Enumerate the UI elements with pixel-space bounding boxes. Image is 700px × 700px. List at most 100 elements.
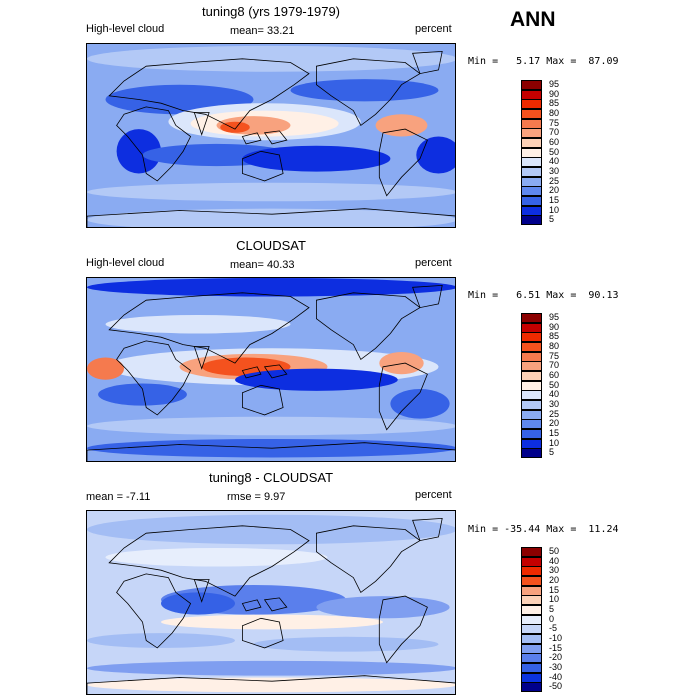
colorbar-label: 85 [549, 98, 560, 109]
panel3-mean-label: mean = -7.11 [86, 491, 151, 503]
panel2-mean-label: mean= 40.33 [230, 259, 295, 271]
colorbar-label: 50 [549, 146, 560, 157]
colorbar-swatch [521, 361, 542, 372]
colorbar-swatch [521, 400, 542, 411]
panel3-title: tuning8 - CLOUDSAT [208, 470, 334, 485]
coastline [193, 346, 210, 370]
colorbar-label: 5 [549, 447, 555, 458]
coastline [315, 525, 421, 594]
colorbar-swatch [521, 556, 542, 567]
colorbar-swatch [521, 614, 542, 625]
colorbar-label: 10 [549, 204, 560, 215]
colorbar-swatch [521, 643, 542, 654]
coastline [241, 132, 262, 145]
colorbar-label: 25 [549, 408, 560, 419]
panel2-variable-label: High-level cloud [86, 257, 165, 269]
panel3-map [86, 510, 456, 695]
colorbar-label: 20 [549, 418, 560, 429]
colorbar-label: 70 [549, 360, 560, 371]
coastline [412, 50, 443, 75]
colorbar-swatch [521, 176, 542, 187]
coastline [378, 595, 428, 664]
coastline [116, 573, 192, 649]
colorbar-swatch [521, 128, 542, 139]
colorbar-swatch [521, 351, 542, 362]
colorbar-label: 60 [549, 369, 560, 380]
season-label: ANN [510, 8, 556, 31]
colorbar-label: -50 [549, 681, 563, 692]
colorbar-swatch [521, 595, 542, 606]
colorbar-label: 5 [549, 214, 555, 225]
panel3-units-label: percent [415, 489, 452, 501]
colorbar-swatch [521, 380, 542, 391]
colorbar-label: 30 [549, 398, 560, 409]
coastline [241, 150, 284, 182]
colorbar-swatch [521, 138, 542, 149]
colorbar-label: 75 [549, 350, 560, 361]
field-contour [105, 548, 328, 567]
coastline [315, 58, 421, 127]
field-contour [161, 614, 383, 630]
coastline [87, 675, 455, 694]
colorbar-swatch [521, 438, 542, 449]
colorbar-label: 80 [549, 107, 560, 118]
colorbar-label: 5 [549, 603, 555, 614]
coastline [378, 362, 428, 431]
colorbar-swatch [521, 547, 542, 558]
colorbar-label: -20 [549, 652, 563, 663]
coastline [378, 128, 428, 197]
field-contour [116, 129, 161, 174]
field-contour [379, 352, 424, 375]
panel1-variable-label: High-level cloud [86, 23, 165, 35]
coastline [116, 106, 192, 182]
colorbar-swatch [521, 585, 542, 596]
coastline [241, 384, 284, 416]
coastline [241, 599, 262, 612]
colorbar-swatch [521, 634, 542, 645]
panel3-minmax: Min = -35.44 Max = 11.24 [468, 524, 619, 535]
field-contour [87, 182, 455, 202]
panel2-minmax: Min = 6.51 Max = 90.13 [468, 290, 619, 301]
field-contour [87, 416, 455, 436]
field-contour [242, 145, 391, 172]
panel2-units-label: percent [415, 257, 452, 269]
colorbar-label: 20 [549, 574, 560, 585]
coastline [193, 112, 210, 136]
panel1-mean-label: mean= 33.21 [230, 25, 295, 37]
field-contour [235, 368, 398, 391]
coastline [263, 130, 288, 145]
colorbar-label: 60 [549, 136, 560, 147]
contour-field [87, 278, 455, 461]
colorbar-swatch [521, 390, 542, 401]
panel1-map [86, 43, 456, 228]
colorbar-swatch [521, 313, 542, 324]
colorbar-label: 90 [549, 88, 560, 99]
colorbar-swatch [521, 663, 542, 674]
colorbar-label: 40 [549, 389, 560, 400]
colorbar-label: -10 [549, 632, 563, 643]
colorbar-swatch [521, 566, 542, 577]
field-contour [105, 315, 291, 334]
colorbar-swatch [521, 167, 542, 178]
colorbar-label: 30 [549, 165, 560, 176]
panel3-rmse-label: rmse = 9.97 [227, 491, 286, 503]
field-contour [87, 278, 455, 297]
coastline [241, 617, 284, 649]
colorbar-label: 75 [549, 117, 560, 128]
coastline [108, 525, 310, 597]
colorbar-swatch [521, 89, 542, 100]
colorbar-swatch [521, 196, 542, 207]
colorbar-label: 30 [549, 565, 560, 576]
field-contour [98, 383, 187, 406]
field-contour [416, 136, 455, 174]
colorbar-swatch [521, 80, 542, 91]
colorbar-label: 90 [549, 321, 560, 332]
colorbar-swatch [521, 672, 542, 683]
panel2-map [86, 277, 456, 462]
colorbar-swatch [521, 215, 542, 226]
field-contour [87, 677, 455, 693]
coastline [412, 517, 443, 542]
colorbar-swatch [521, 429, 542, 440]
coastline [263, 364, 288, 379]
colorbar-swatch [521, 322, 542, 333]
